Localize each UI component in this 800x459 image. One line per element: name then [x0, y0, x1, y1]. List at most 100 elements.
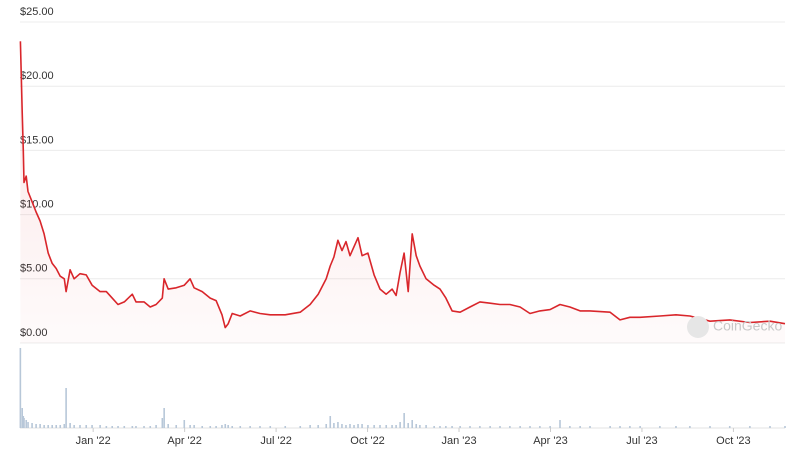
volume-bar: [131, 426, 134, 428]
volume-bar: [469, 426, 471, 428]
volume-bar: [379, 425, 381, 428]
plot: [19, 41, 786, 344]
volume-bar: [31, 423, 33, 428]
volume-bar: [675, 426, 677, 428]
volume-bar: [175, 425, 178, 428]
x-tick-label: Apr '23: [533, 435, 568, 447]
watermark-text: CoinGecko: [713, 318, 782, 334]
volume-bar: [227, 425, 229, 428]
volume-bar: [439, 426, 441, 428]
volume-bar: [91, 425, 93, 428]
volume-bar: [249, 426, 251, 428]
volume-bar: [105, 426, 108, 428]
watermark-logo: [687, 316, 709, 338]
volume-bar: [784, 426, 786, 428]
volume-bar: [509, 426, 511, 428]
volume-bar: [629, 426, 631, 428]
volume-bar: [19, 348, 22, 428]
volume-bar: [659, 426, 661, 428]
volume-bar: [385, 425, 388, 428]
volume-bar: [619, 426, 621, 428]
volume-bar: [231, 426, 233, 428]
volume-bar: [459, 426, 461, 428]
volume-bar: [489, 426, 491, 428]
y-tick-label: $25.00: [20, 6, 54, 18]
volume-bar: [59, 425, 62, 428]
x-tick-label: Oct '22: [350, 435, 385, 447]
volume-bar: [769, 426, 771, 428]
volume-bar: [47, 425, 49, 428]
volume-bar: [55, 425, 58, 428]
volume-bar: [183, 420, 186, 428]
volume-bar: [155, 425, 157, 428]
volume-bar: [419, 425, 421, 428]
volume-bar: [425, 425, 427, 428]
volume-bar: [433, 426, 435, 428]
volume-bar: [215, 426, 217, 428]
x-tick-label: Jan '23: [441, 435, 476, 447]
volume-bar: [201, 426, 203, 428]
volume-bar: [209, 426, 212, 428]
volume-bar: [39, 424, 41, 428]
volume-bar: [239, 426, 242, 428]
volume-bar: [519, 426, 521, 428]
volume-bar: [123, 426, 126, 428]
volume-bar: [689, 426, 691, 428]
volume-bar: [549, 426, 551, 428]
volume-bar: [345, 425, 347, 428]
price-line: [19, 41, 786, 329]
volume-bar: [403, 413, 405, 428]
volume-bar: [333, 423, 335, 428]
volume-bar: [79, 425, 81, 428]
volume-bar: [579, 426, 581, 428]
volume-bar: [284, 426, 287, 428]
volume-bar: [65, 388, 67, 428]
volume-bar: [224, 424, 227, 428]
x-tick-label: Jul '23: [626, 435, 657, 447]
volume-bar: [193, 425, 195, 428]
volume-bar: [341, 424, 343, 428]
volume-bar: [23, 418, 25, 428]
volume-bar: [407, 423, 409, 428]
volume-bar: [479, 426, 481, 428]
volume-bar: [709, 426, 711, 428]
volume-bar: [329, 416, 332, 428]
volume-bar: [149, 426, 152, 428]
volume-bar: [117, 426, 119, 428]
volume-bar: [221, 425, 223, 428]
volume-bar: [395, 425, 397, 428]
volume-bar: [639, 426, 641, 428]
volume-bar: [43, 425, 45, 428]
volume-bar: [569, 426, 571, 428]
volume-bar: [357, 424, 359, 428]
volume-bar: [499, 426, 501, 428]
watermark: CoinGecko: [687, 316, 782, 338]
volume-bar: [337, 422, 339, 428]
volume-bar: [391, 425, 393, 428]
volume-bar: [143, 426, 145, 428]
y-tick-label: $20.00: [20, 70, 54, 82]
volume-bar: [27, 422, 29, 428]
volume-bar: [399, 422, 401, 428]
volume-bar: [167, 424, 169, 428]
volume-bar: [353, 425, 355, 428]
volume-bar: [411, 420, 413, 428]
volume-bars: [19, 348, 786, 428]
volume-bar: [609, 426, 611, 428]
volume-bar: [99, 425, 101, 428]
volume-bar: [163, 408, 165, 428]
volume-bar: [63, 424, 66, 428]
volume-bar: [589, 426, 591, 428]
volume-bar: [111, 426, 113, 428]
volume-bar: [161, 418, 164, 428]
volume-bar: [451, 426, 453, 428]
y-tick-label: $15.00: [20, 134, 54, 146]
volume-bar: [85, 425, 88, 428]
volume-bar: [189, 425, 191, 428]
x-tick-label: Apr '22: [167, 435, 202, 447]
volume-bar: [367, 425, 369, 428]
volume-bar: [349, 424, 351, 428]
volume-bar: [21, 408, 23, 428]
volume-bar: [35, 424, 37, 428]
